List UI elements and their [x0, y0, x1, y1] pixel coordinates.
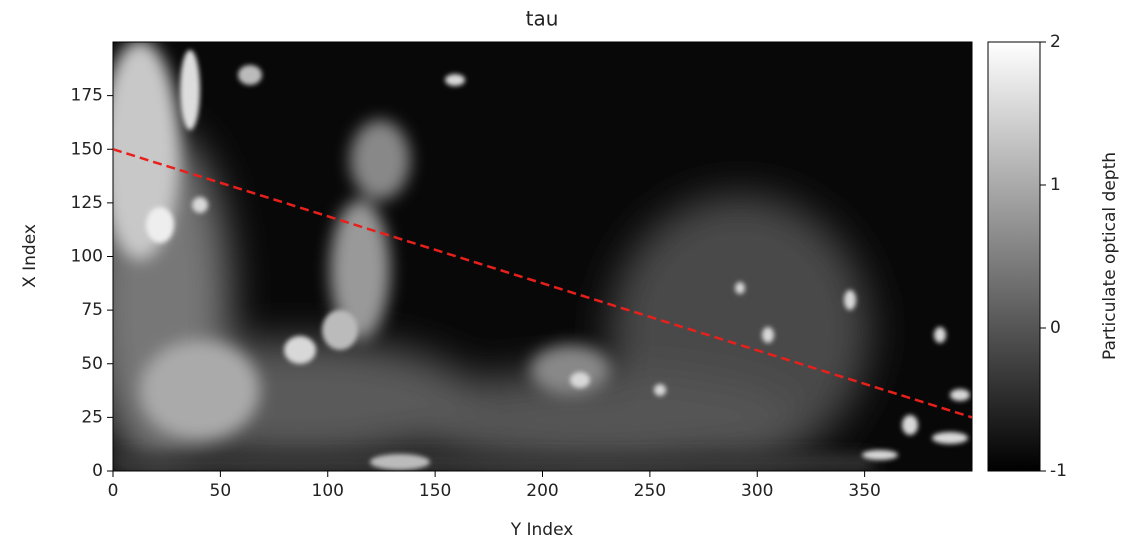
x-tick-label: 250: [634, 481, 666, 501]
colorbar-label: Particulate optical depth: [1100, 152, 1120, 360]
y-tick-label: 75: [81, 300, 103, 320]
colorbar: [988, 42, 1040, 471]
heatmap-image: [90, 40, 972, 471]
colorbar-tick-label: 0: [1050, 318, 1061, 338]
y-tick-label: 100: [71, 247, 103, 267]
y-tick-label: 0: [92, 461, 103, 481]
y-tick-label: 25: [81, 407, 103, 427]
x-tick-label: 0: [108, 481, 119, 501]
x-tick-label: 300: [741, 481, 773, 501]
colorbar-tick-label: 1: [1050, 175, 1061, 195]
chart: tau Y Index X Index Particulate optical …: [0, 0, 1127, 547]
chart-title: tau: [526, 7, 559, 31]
x-tick-label: 200: [526, 481, 558, 501]
x-tick-label: 150: [419, 481, 451, 501]
y-tick-label: 50: [81, 354, 103, 374]
y-tick-label: 175: [71, 86, 103, 106]
x-axis-label: Y Index: [510, 520, 574, 540]
y-tick-label: 150: [71, 139, 103, 159]
x-tick-label: 100: [312, 481, 344, 501]
x-tick-label: 350: [848, 481, 880, 501]
y-tick-label: 125: [71, 193, 103, 213]
y-axis-label: X Index: [20, 224, 40, 288]
x-tick-label: 50: [210, 481, 232, 501]
colorbar-tick-label: 2: [1050, 32, 1061, 52]
colorbar-tick-label: -1: [1050, 461, 1067, 481]
